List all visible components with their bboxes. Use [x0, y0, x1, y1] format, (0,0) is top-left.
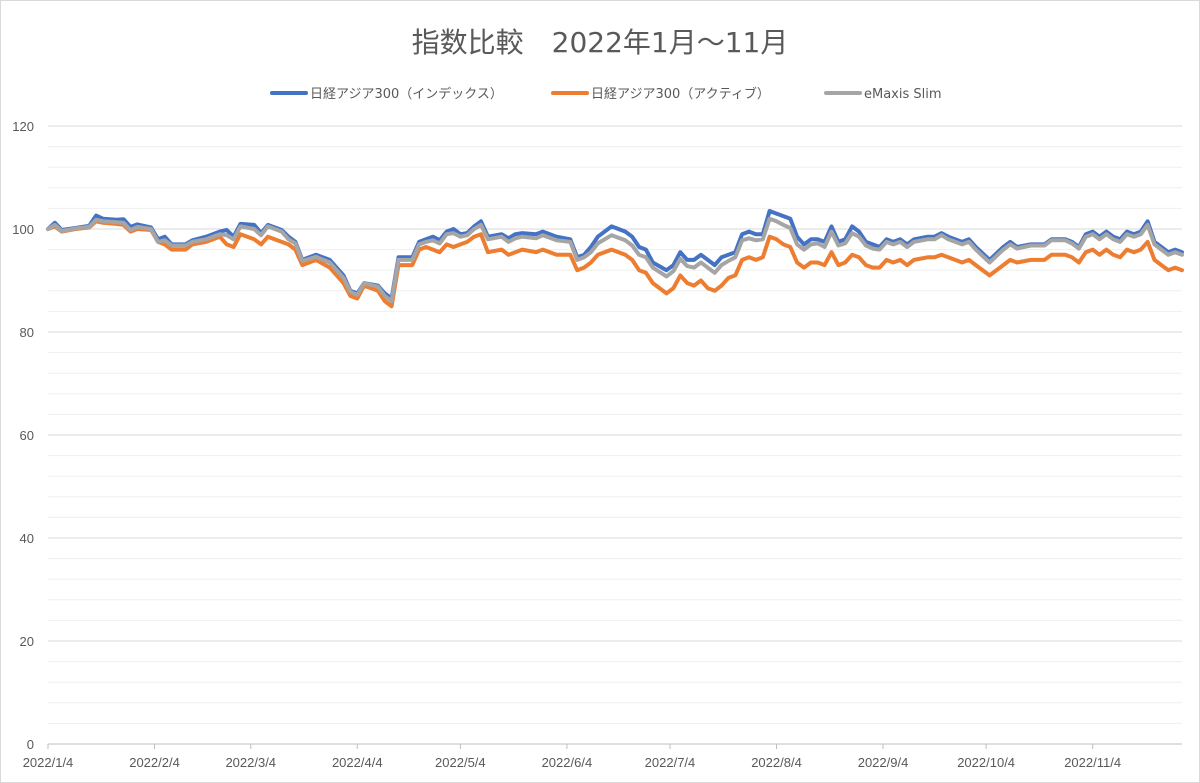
y-tick-label: 40 — [20, 531, 34, 546]
x-tick-label: 2022/4/4 — [332, 755, 383, 770]
y-tick-label: 20 — [20, 634, 34, 649]
y-axis-tick-labels: 0 20 40 60 80 100 120 — [12, 119, 34, 752]
x-tick-label: 2022/1/4 — [23, 755, 74, 770]
y-tick-label: 100 — [12, 222, 34, 237]
legend-label: eMaxis Slim — [864, 87, 942, 102]
legend-label: 日経アジア300（アクティブ） — [591, 86, 770, 102]
y-tick-label: 0 — [27, 737, 34, 752]
legend-item-1: 日経アジア300（インデックス） — [270, 86, 503, 102]
x-tick-label: 2022/7/4 — [645, 755, 696, 770]
series-line-2 — [46, 219, 1184, 309]
series-lines — [46, 209, 1184, 309]
chart-legend: 日経アジア300（インデックス） 日経アジア300（アクティブ） eMaxis Sl… — [270, 86, 942, 102]
y-tick-label: 60 — [20, 428, 34, 443]
x-tick-label: 2022/2/4 — [129, 755, 180, 770]
x-axis-tick-labels: 2022/1/4 2022/2/4 2022/3/4 2022/4/4 2022/5/4… — [23, 744, 1121, 770]
series-line-1 — [46, 209, 1184, 301]
y-tick-label: 120 — [12, 119, 34, 134]
x-tick-label: 2022/8/4 — [751, 755, 802, 770]
minor-gridlines — [48, 146, 1182, 724]
x-tick-label: 2022/6/4 — [542, 755, 593, 770]
x-tick-label: 2022/11/4 — [1064, 755, 1121, 770]
x-tick-label: 2022/9/4 — [858, 755, 909, 770]
series-line-3 — [46, 216, 1184, 304]
legend-label: 日経アジア300（インデックス） — [310, 86, 503, 102]
legend-item-3: eMaxis Slim — [824, 87, 942, 102]
x-tick-label: 2022/3/4 — [225, 755, 276, 770]
x-tick-label: 2022/5/4 — [435, 755, 486, 770]
chart-title: 指数比較 2022年1月～11月 — [412, 26, 789, 59]
legend-item-2: 日経アジア300（アクティブ） — [551, 86, 770, 102]
major-gridlines — [48, 125, 1182, 745]
x-tick-label: 2022/10/4 — [957, 755, 1015, 770]
y-tick-label: 80 — [20, 325, 34, 340]
